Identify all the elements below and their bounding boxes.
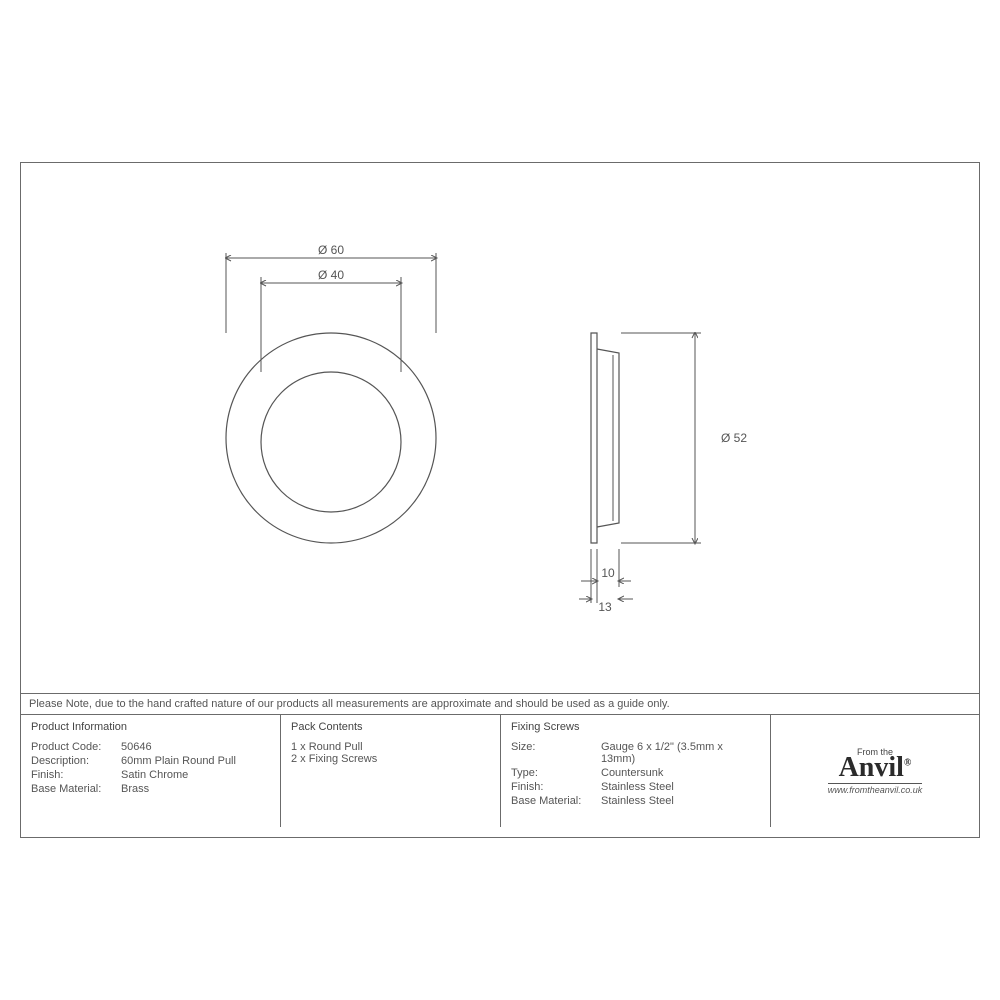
product-info-title: Product Information: [31, 721, 270, 733]
table-row: Type:Countersunk: [511, 767, 760, 779]
table-row: Finish:Stainless Steel: [511, 781, 760, 793]
table-row: Finish:Satin Chrome: [31, 769, 270, 781]
info-grid: Product Information Product Code:50646 D…: [21, 714, 979, 827]
fixing-screws-title: Fixing Screws: [511, 721, 760, 733]
drawing-sheet: Ø 60 Ø 40 Ø 52 10: [20, 162, 980, 838]
note-text: Please Note, due to the hand crafted nat…: [29, 698, 670, 710]
side-body: [597, 349, 619, 527]
table-row: Product Code:50646: [31, 741, 270, 753]
brand-logo: From the Anvil® www.fromtheanvil.co.uk: [828, 747, 923, 794]
fixing-screws-col: Fixing Screws Size:Gauge 6 x 1/2" (3.5mm…: [501, 715, 771, 827]
list-item: 1 x Round Pull: [291, 741, 490, 753]
side-flange: [591, 333, 597, 543]
note-row: Please Note, due to the hand crafted nat…: [21, 693, 979, 714]
dim-depth13-label: 13: [598, 600, 612, 614]
pack-contents-title: Pack Contents: [291, 721, 490, 733]
dim-outer-label: Ø 60: [318, 243, 344, 257]
brand-url: www.fromtheanvil.co.uk: [828, 783, 923, 795]
list-item: 2 x Fixing Screws: [291, 753, 490, 765]
dim-depth10-label: 10: [601, 566, 615, 580]
table-row: Size:Gauge 6 x 1/2" (3.5mm x 13mm): [511, 741, 760, 765]
dim-height-label: Ø 52: [721, 431, 747, 445]
table-row: Base Material:Brass: [31, 783, 270, 795]
dim-inner-label: Ø 40: [318, 268, 344, 282]
table-row: Base Material:Stainless Steel: [511, 795, 760, 807]
product-info-col: Product Information Product Code:50646 D…: [21, 715, 281, 827]
reg-mark: ®: [904, 758, 911, 769]
brand-col: From the Anvil® www.fromtheanvil.co.uk: [771, 715, 979, 827]
drawing-area: Ø 60 Ø 40 Ø 52 10: [21, 163, 979, 693]
brand-name: Anvil: [839, 752, 904, 783]
table-row: Description:60mm Plain Round Pull: [31, 755, 270, 767]
technical-drawing: Ø 60 Ø 40 Ø 52 10: [21, 163, 981, 693]
pack-contents-col: Pack Contents 1 x Round Pull 2 x Fixing …: [281, 715, 501, 827]
front-inner-circle: [261, 372, 401, 512]
